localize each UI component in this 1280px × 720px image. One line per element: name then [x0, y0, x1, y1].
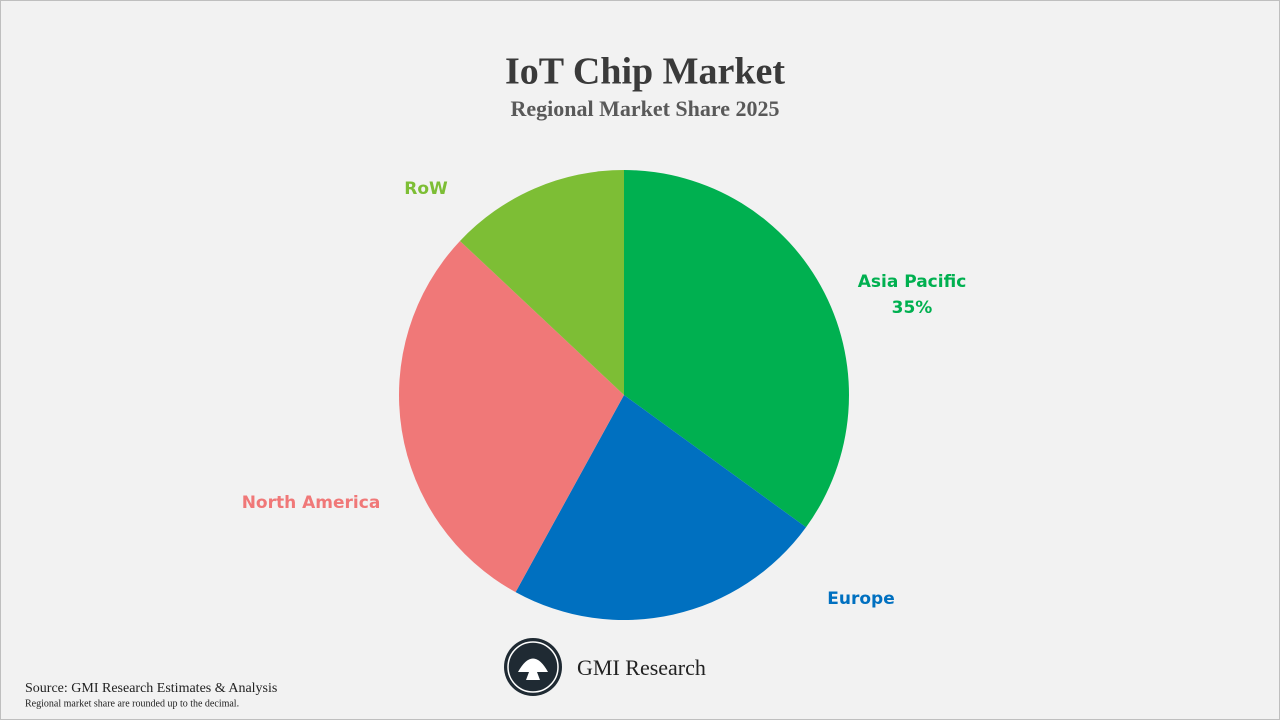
pie-slice	[459, 170, 624, 395]
chart-title: IoT Chip Market	[505, 51, 785, 93]
slice-label: RoW	[404, 179, 448, 199]
pie	[398, 170, 849, 620]
logo-text: GMI Research	[577, 655, 706, 680]
value-label: 35%	[892, 298, 933, 318]
pie-slice	[515, 395, 807, 620]
source: Source: GMI Research Estimates & Analysi…	[25, 681, 277, 696]
note: Regional market share are rounded up to …	[25, 698, 239, 709]
pie-slice	[624, 170, 849, 528]
chart-subtitle: Regional Market Share 2025	[510, 96, 779, 121]
pie-slice	[398, 240, 624, 593]
slice-label: Europe	[827, 589, 894, 609]
slice-label: North America	[242, 493, 381, 513]
logo-icon	[504, 638, 562, 696]
slice-label: Asia Pacific	[858, 272, 967, 292]
